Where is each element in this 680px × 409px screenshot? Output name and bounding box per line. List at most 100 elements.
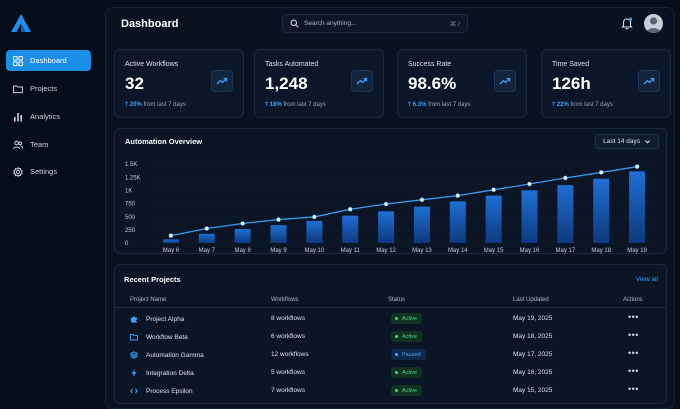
sidebar-item-label: Settings [30,167,58,176]
project-name-cell: Project Alpha [130,315,184,323]
stat-delta: 🡑 6.3% from last 7 days [408,100,471,110]
app-logo-icon[interactable] [10,13,32,33]
puzzle-icon [131,316,137,323]
status-badge: Active [391,367,422,378]
user-avatar-icon [646,17,661,33]
project-name-cell: Automation Gamma [130,351,204,359]
last-updated: May 16, 2025 [513,369,553,376]
stat-delta-text: from last 7 days [283,102,326,108]
x-tick-label: May 16 [520,248,540,254]
more-actions-icon[interactable]: ••• [628,348,639,358]
sidebar-item-label: Team [30,140,49,149]
sidebar-item-label: Dashboard [30,56,67,65]
bell-icon[interactable] [620,16,634,30]
stat-label: Success Rate [408,61,452,68]
workflows-count: 8 workflows [271,315,305,322]
column-header-status[interactable]: Status [388,297,406,303]
x-tick-label: May 8 [234,248,251,254]
column-header-project-name[interactable]: Project Name [130,297,167,303]
stat-delta-percent: 20% [129,102,142,108]
table-row[interactable]: Workflow Beta 6 workflows Active May 18,… [115,329,668,347]
chart-point [168,233,174,238]
users-icon [13,140,23,149]
chart-bar [234,229,251,243]
table-row[interactable]: Project Alpha 8 workflows Active May 19,… [115,311,668,329]
chart-line [170,165,638,237]
more-actions-icon[interactable]: ••• [628,384,639,394]
stat-card-success-rate: Success Rate 98.6% 🡑 6.3% from last 7 da… [397,49,527,118]
stat-delta: 🡑 18% from last 7 days [265,100,326,110]
search-icon [290,19,299,28]
x-tick-label: May 19 [627,248,647,254]
status-badge: Paused [391,349,426,360]
layers-icon [130,351,138,359]
stat-delta-percent: 22% [556,102,569,108]
workflows-count: 5 workflows [271,369,305,376]
stat-delta-text: from last 7 days [428,102,471,108]
date-range-dropdown[interactable]: Last 14 days [595,134,659,149]
page-title: Dashboard [121,18,179,30]
project-name-cell: Integration Delta [130,369,194,377]
search-input[interactable]: Search anything... ⌘ / [282,14,468,33]
last-updated: May 17, 2025 [513,351,553,358]
trend-up-icon [211,70,233,92]
column-header-workflows[interactable]: Workflows [271,297,299,303]
more-actions-icon[interactable]: ••• [628,366,639,376]
column-header-actions: Actions [623,297,643,303]
sidebar-item-team[interactable]: Team [6,134,91,155]
table-row[interactable]: Process Epsilon 7 workflows Active May 1… [115,383,668,401]
avatar[interactable] [644,14,663,33]
chart-point [491,187,496,193]
table-row[interactable]: Automation Gamma 12 workflows Paused May… [115,347,668,365]
sidebar-item-dashboard[interactable]: Dashboard [6,50,91,71]
arrow-up-icon: 🡑 [125,102,129,108]
x-tick-label: May 11 [341,248,361,254]
stat-delta-text: from last 7 days [143,102,186,108]
project-name[interactable]: Integration Delta [146,369,194,377]
arrow-up-icon: 🡑 [552,102,556,108]
sidebar-item-settings[interactable]: Settings [6,161,91,182]
y-tick-label: 0 [125,241,129,247]
stat-delta-percent: 18% [269,102,282,108]
automation-overview-card: 0 250 500 750 1K 1.25K 1.5K May 6 May 7 May 8 May … [114,128,667,254]
date-range-label: Last 14 days [603,138,640,145]
project-name[interactable]: Project Alpha [146,315,185,323]
chart-bar [449,201,466,243]
project-name[interactable]: Process Epsilon [146,387,193,395]
chart-bar [521,190,538,243]
search-placeholder: Search anything... [304,20,357,27]
stat-delta-percent: 6.3% [412,102,427,108]
y-tick-label: 1K [125,189,132,195]
more-actions-icon[interactable]: ••• [628,312,639,322]
stat-delta: 🡑 20% from last 7 days [125,100,186,110]
x-tick-label: May 12 [376,248,396,254]
chart-bar [306,220,323,243]
stat-card-active-workflows: Active Workflows 32 🡑 20% from last 7 da… [114,49,244,118]
y-tick-label: 750 [125,202,136,208]
project-name-cell: Process Epsilon [130,387,193,395]
more-actions-icon[interactable]: ••• [628,330,639,340]
y-tick-label: 1.25K [125,175,141,181]
workflows-count: 7 workflows [271,387,305,394]
table-row[interactable]: Integration Delta 5 workflows Active May… [115,365,668,383]
chart-point [455,193,461,198]
code-icon [130,388,138,394]
chart-bar [593,178,610,243]
sidebar-item-label: Projects [30,84,58,93]
recent-projects-card: Recent Projects View all Project Name Wo… [114,264,667,404]
column-header-last-updated[interactable]: Last Updated [513,297,549,303]
chart-bar [162,239,179,243]
view-all-link[interactable]: View all [635,276,658,283]
chart-point [383,201,389,207]
stat-card-tasks-automated: Tasks Automated 1,248 🡑 18% from last 7 … [254,49,384,118]
chart-bar [270,225,287,243]
y-tick-label: 250 [125,228,136,234]
arrow-up-icon: 🡑 [265,102,269,108]
sidebar-item-projects[interactable]: Projects [6,78,91,99]
stat-label: Active Workflows [125,61,179,68]
project-name[interactable]: Automation Gamma [146,351,204,359]
sidebar-item-analytics[interactable]: Analytics [6,106,91,127]
main-panel: Dashboard Search anything... ⌘ / Active … [105,7,675,409]
sidebar-item-label: Analytics [30,112,61,121]
project-name[interactable]: Workflow Beta [146,333,188,341]
